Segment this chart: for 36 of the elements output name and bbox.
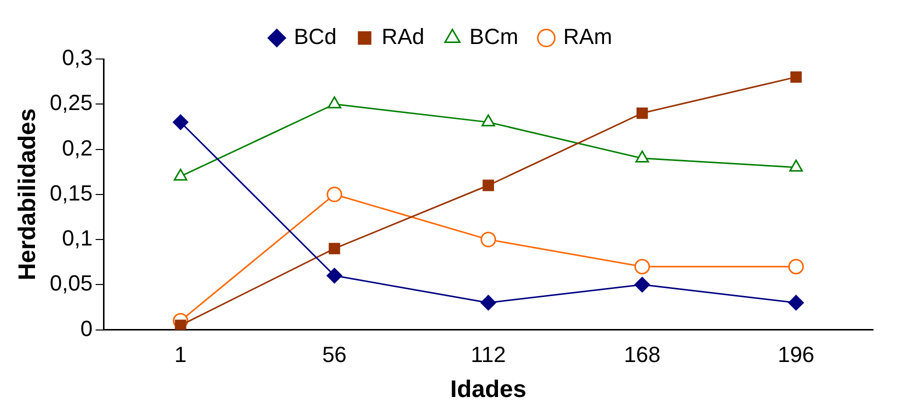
point <box>172 114 188 130</box>
point <box>636 107 648 119</box>
x-tick-label: 1 <box>174 342 187 368</box>
point <box>481 114 496 126</box>
point <box>788 294 804 310</box>
legend-label: BCm <box>469 24 518 50</box>
y-tick-label: 0,1 <box>62 226 93 251</box>
y-tick-label: 0,2 <box>62 135 93 160</box>
point <box>790 71 802 83</box>
y-tick-label: 0,3 <box>62 45 93 70</box>
point <box>789 160 803 172</box>
point <box>326 268 342 284</box>
point <box>480 294 496 310</box>
y-tick-label: 0 <box>80 316 93 341</box>
legend-label: RAm <box>563 24 612 50</box>
point <box>480 232 496 248</box>
point <box>482 180 494 192</box>
legend-label: BCd <box>294 24 337 50</box>
point <box>634 258 650 274</box>
x-tick-label: 56 <box>322 342 347 368</box>
x-tick-label: 112 <box>470 342 506 368</box>
y-tick-label: 0,15 <box>50 180 93 206</box>
x-tick-label: 168 <box>624 342 661 368</box>
legend-label: RAd <box>382 24 424 50</box>
point <box>328 242 340 254</box>
y-tick-label: 0,05 <box>50 270 93 296</box>
point <box>788 258 804 274</box>
point <box>328 96 342 108</box>
y-axis-title: Herdabilidades <box>14 108 42 280</box>
point <box>174 168 188 181</box>
point <box>635 150 649 163</box>
point <box>326 186 342 202</box>
y-tick-label: 0,25 <box>50 90 93 116</box>
x-axis-title: Idades <box>450 376 526 404</box>
x-tick-label: 196 <box>778 342 814 368</box>
point <box>634 276 650 292</box>
